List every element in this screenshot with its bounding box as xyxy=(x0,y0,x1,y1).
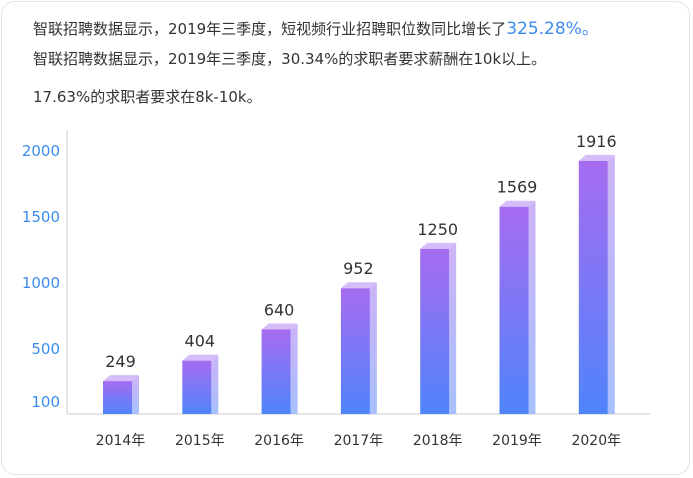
intro-line-2: 智联招聘数据显示，2019年三季度，30.34%的求职者要求薪酬在10k以上。 xyxy=(33,50,547,68)
bar-side-face xyxy=(369,282,377,414)
data-label: 1569 xyxy=(497,178,538,197)
intro-line-3: 17.63%的求职者要求在8k-10k。 xyxy=(33,88,262,106)
data-label: 952 xyxy=(343,259,374,278)
data-label: 640 xyxy=(264,300,295,319)
y-tick-label: 2000 xyxy=(22,142,60,160)
bar-side-face xyxy=(607,154,615,414)
y-tick-label: 100 xyxy=(31,393,60,411)
x-tick-label: 2015年 xyxy=(175,433,225,449)
bar-front-face xyxy=(261,329,291,414)
y-tick-label: 1500 xyxy=(22,208,60,226)
bar-front-face xyxy=(340,288,370,414)
bar-side-face xyxy=(132,375,139,414)
x-tick-label: 2018年 xyxy=(413,433,463,449)
x-tick-label: 2016年 xyxy=(254,433,304,449)
x-tick-label: 2020年 xyxy=(571,433,621,449)
bar xyxy=(578,154,615,414)
bar-front-face xyxy=(499,206,529,414)
data-label: 249 xyxy=(105,352,136,371)
bar-top-face xyxy=(420,242,457,249)
bar-top-face xyxy=(499,200,536,207)
bar xyxy=(182,354,219,414)
y-tick-label: 1000 xyxy=(22,274,60,292)
bar xyxy=(499,200,536,414)
data-label: 1250 xyxy=(417,220,458,239)
bar-top-face xyxy=(182,354,219,361)
bar-side-face xyxy=(528,200,536,414)
bar-top-face xyxy=(103,375,139,382)
bar-top-face xyxy=(578,154,615,161)
x-tick-label: 2014年 xyxy=(96,433,146,449)
bar-side-face xyxy=(211,354,219,414)
bar-side-face xyxy=(449,242,457,414)
x-tick-label: 2019年 xyxy=(492,433,542,449)
bar-front-face xyxy=(578,160,608,414)
bar-front-face xyxy=(420,248,450,414)
intro-line-1-text: 智联招聘数据显示，2019年三季度，短视频行业招聘职位数同比增长了 xyxy=(33,20,507,38)
bar xyxy=(261,323,298,414)
y-tick-label: 500 xyxy=(31,340,60,358)
data-label: 404 xyxy=(185,332,216,351)
intro-line-1: 智联招聘数据显示，2019年三季度，短视频行业招聘职位数同比增长了325.28%… xyxy=(33,14,599,39)
bar-top-face xyxy=(340,282,377,289)
bar-front-face xyxy=(103,381,132,414)
bar xyxy=(420,242,457,414)
data-label: 1916 xyxy=(576,132,617,151)
bar-top-face xyxy=(261,323,298,330)
bar-front-face xyxy=(182,360,212,414)
bar xyxy=(103,375,139,414)
bar xyxy=(340,282,377,414)
growth-highlight: 325.28%。 xyxy=(506,19,599,39)
bar-side-face xyxy=(290,323,298,414)
x-tick-label: 2017年 xyxy=(334,433,384,449)
